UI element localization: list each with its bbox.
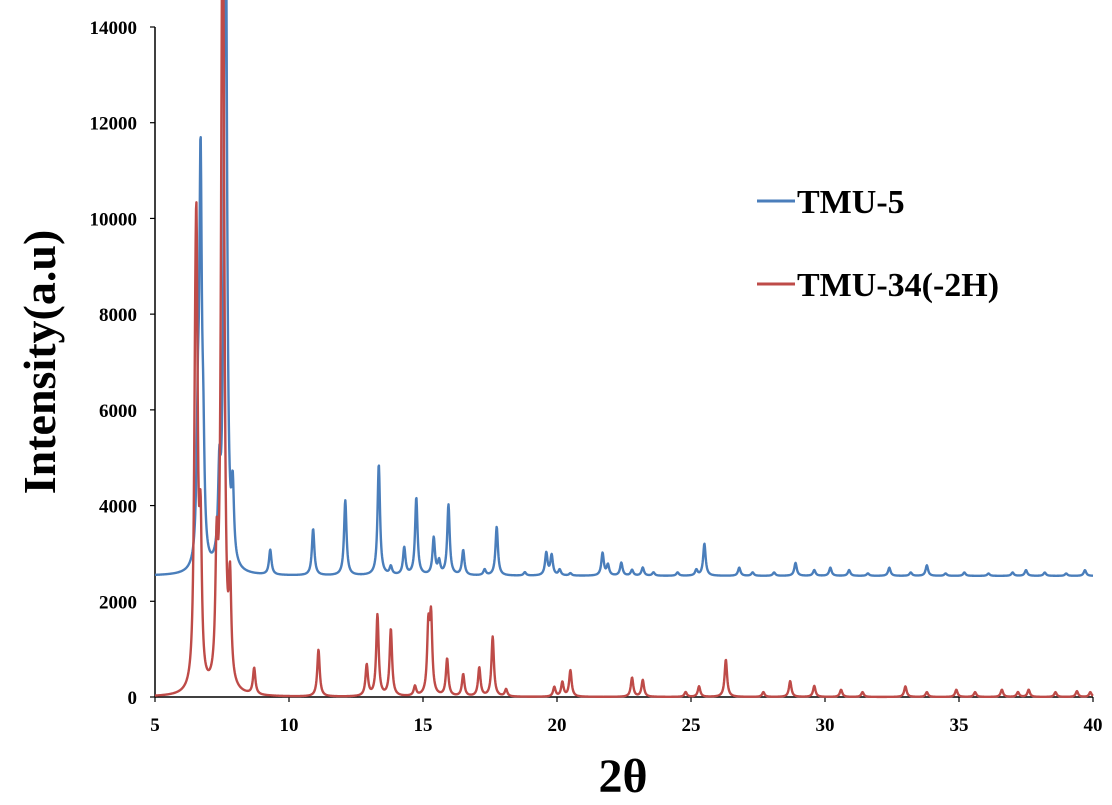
y-tick-label: 14000 [90, 18, 138, 39]
x-tick-label: 35 [950, 715, 969, 736]
y-axis: 0 2000 4000 6000 8000 10000 12000 14000 [90, 18, 156, 709]
x-tick-label: 20 [548, 715, 567, 736]
y-tick-label: 10000 [90, 209, 138, 230]
y-tick-label: 4000 [99, 497, 137, 518]
series-layer [154, 0, 1094, 699]
y-axis-title: Intensity(a.u) [14, 230, 65, 495]
x-axis: 5 10 15 20 25 30 35 40 [150, 696, 1103, 736]
legend: TMU-5 TMU-34(-2H) [757, 184, 999, 304]
legend-label-tmu-5: TMU-5 [797, 184, 905, 221]
y-tick-label: 2000 [99, 592, 137, 613]
x-axis-title: 2θ [598, 750, 647, 803]
y-tick-label: 6000 [99, 401, 137, 422]
y-tick-label: 12000 [90, 114, 138, 135]
x-tick-label: 30 [816, 715, 835, 736]
x-tick-label: 10 [280, 715, 299, 736]
x-tick-label: 40 [1084, 715, 1103, 736]
x-tick-label: 25 [682, 715, 701, 736]
x-tick-label: 5 [150, 715, 160, 736]
x-tick-label: 15 [414, 715, 433, 736]
series-line-tmu-34 [154, 0, 1094, 699]
series-line-tmu-5 [154, 0, 1094, 577]
legend-label-tmu-34: TMU-34(-2H) [797, 267, 999, 304]
y-tick-label: 0 [128, 688, 138, 709]
y-tick-label: 8000 [99, 305, 137, 326]
